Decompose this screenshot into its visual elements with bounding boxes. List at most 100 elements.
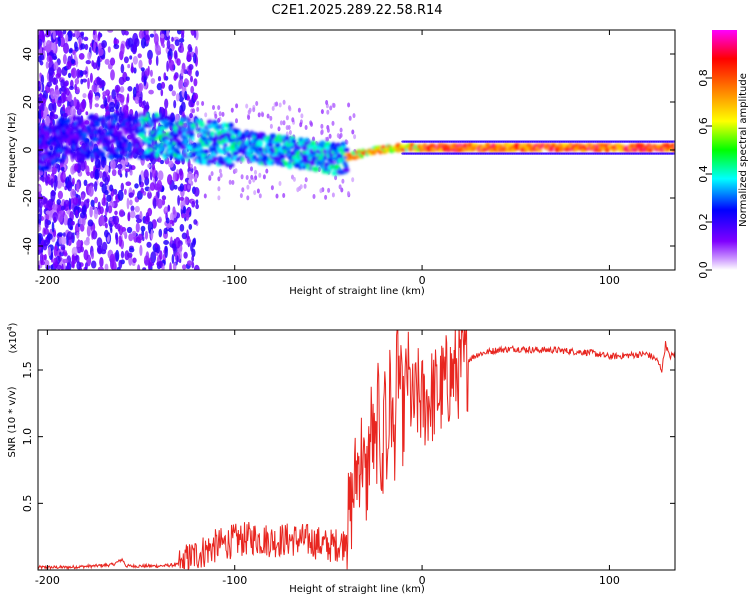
heatmap-speckle	[83, 239, 90, 246]
heatmap-speckle	[147, 65, 150, 76]
heatmap-speckle	[104, 216, 108, 223]
heatmap-speckle	[248, 107, 252, 113]
heatmap-speckle	[104, 164, 109, 173]
heatmap-speckle	[325, 100, 329, 105]
heatmap-speckle	[91, 84, 98, 93]
heatmap-speckle	[98, 77, 103, 86]
heatmap-speckle	[114, 210, 118, 216]
heatmap-speckle	[291, 117, 295, 123]
heatmap-speckle	[120, 63, 125, 74]
heatmap-speckle	[72, 49, 76, 56]
heatmap-ridge-cell	[310, 141, 317, 147]
heatmap-speckle	[160, 33, 165, 39]
heatmap-speckle	[119, 94, 125, 103]
snr-y-tick-label: 1.5	[21, 361, 34, 379]
heatmap-speckle	[269, 123, 273, 129]
heatmap-speckle	[245, 175, 249, 180]
heatmap-speckle	[235, 118, 238, 124]
heatmap-speckle	[149, 182, 156, 191]
heatmap-speckle	[339, 127, 343, 133]
heatmap-speckle	[194, 173, 198, 179]
heatmap-ridge-cell	[50, 146, 55, 152]
heatmap-speckle	[143, 169, 149, 180]
heatmap-speckle	[117, 189, 124, 201]
heatmap-speckle	[106, 201, 109, 213]
heatmap-speckle	[80, 43, 86, 50]
heatmap-speckle	[275, 101, 279, 107]
heatmap-speckle	[56, 264, 62, 270]
spectrogram-x-tick-label: -200	[35, 274, 60, 287]
heatmap-speckle	[87, 92, 92, 101]
heatmap-ridge-cell	[169, 152, 174, 158]
heatmap-speckle	[132, 32, 139, 45]
heatmap-speckle	[270, 185, 274, 191]
heatmap-ridge-cell	[159, 150, 164, 156]
heatmap-speckle	[72, 254, 75, 265]
heatmap-speckle	[246, 184, 250, 190]
heatmap-speckle	[131, 44, 137, 55]
heatmap-speckle	[91, 230, 98, 240]
heatmap-ridge-cell	[150, 122, 154, 128]
heatmap-speckle	[171, 243, 176, 249]
heatmap-speckle	[49, 111, 54, 117]
heatmap-speckle	[53, 61, 59, 71]
heatmap-speckle	[119, 86, 125, 93]
heatmap-speckle	[50, 178, 54, 188]
heatmap-speckle	[116, 86, 119, 98]
heatmap-speckle	[171, 254, 175, 264]
heatmap-speckle	[59, 36, 66, 48]
heatmap-speckle	[193, 92, 199, 100]
spectrogram-y-ticks: -40 -20 0 20 40	[21, 47, 675, 255]
heatmap-ridge-cell	[115, 117, 119, 123]
colorbar-tick-label: 0.6	[697, 117, 710, 135]
snr-frame	[37, 329, 676, 571]
spectrogram-x-tick-label: -100	[222, 274, 247, 287]
heatmap-speckle	[76, 231, 80, 239]
heatmap-speckle	[55, 175, 58, 188]
heatmap-ridge-cell	[186, 146, 194, 151]
heatmap-speckle	[353, 134, 357, 140]
heatmap-speckle	[175, 93, 180, 102]
snr-series-line	[38, 330, 675, 570]
heatmap-ridge-cell	[55, 153, 60, 159]
heatmap-speckle	[51, 53, 57, 60]
heatmap-speckle	[246, 195, 250, 201]
heatmap-speckle	[50, 90, 56, 100]
heatmap-ridge-cell	[59, 158, 64, 164]
spectrogram-heatmap	[38, 30, 675, 270]
heatmap-speckle	[104, 176, 109, 186]
heatmap-speckle	[147, 163, 151, 168]
heatmap-speckle	[218, 111, 222, 117]
heatmap-ridge-cell	[155, 112, 160, 118]
heatmap-ridge-cell	[343, 147, 350, 153]
spectrogram-x-ticks: -200 -100 0 100	[35, 30, 620, 287]
heatmap-speckle	[96, 237, 103, 248]
heatmap-speckle	[57, 190, 64, 200]
heatmap-speckle	[104, 58, 110, 65]
heatmap-speckle	[247, 115, 251, 120]
heatmap-speckle	[74, 30, 80, 39]
heatmap-speckle	[49, 55, 52, 63]
heatmap-speckle	[331, 120, 335, 126]
heatmap-ridge-cell	[85, 154, 90, 160]
heatmap-speckle	[150, 228, 154, 240]
snr-y-tick-label: 0.5	[21, 495, 34, 513]
heatmap-speckle	[186, 260, 193, 266]
heatmap-ridge-cell	[136, 154, 144, 160]
heatmap-speckle	[196, 106, 200, 112]
heatmap-ridge-cell	[142, 129, 146, 135]
heatmap-speckle	[81, 78, 88, 83]
heatmap-speckle	[57, 232, 64, 237]
heatmap-speckle	[60, 166, 65, 171]
heatmap-ridge-cell	[186, 117, 191, 123]
heatmap-speckle	[60, 92, 66, 104]
heatmap-speckle	[171, 90, 176, 97]
heatmap-ridge	[38, 111, 675, 176]
spectrogram-y-tick-label: 20	[21, 95, 34, 109]
heatmap-speckle	[109, 57, 116, 66]
heatmap-speckle	[149, 69, 153, 77]
heatmap-ridge-cell	[45, 161, 52, 166]
heatmap-speckle	[120, 182, 125, 192]
heatmap-speckle	[241, 187, 245, 193]
heatmap-speckle	[261, 112, 265, 118]
